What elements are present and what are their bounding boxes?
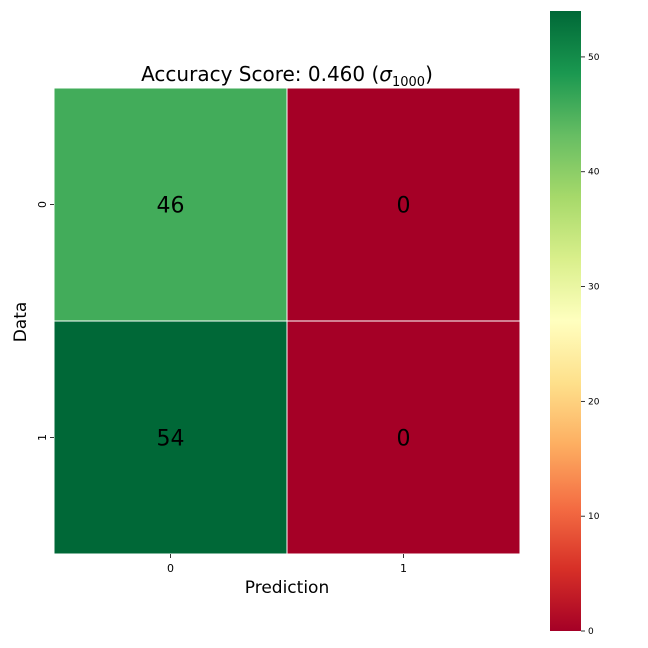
heatmap-cell-r0-c0 — [53, 87, 288, 322]
cell-value-label-r1-c0: 54 — [157, 427, 185, 452]
y-tick-label-1: 1 — [36, 434, 49, 441]
colorbar-tick-label-10: 10 — [588, 512, 600, 522]
colorbar-tick-label-20: 20 — [588, 397, 600, 407]
y-axis-ticks: 01 — [36, 201, 54, 441]
cell-value-label-r1-c1: 0 — [397, 427, 411, 452]
heatmap-cell-labels: 46 0 54 0 — [157, 194, 411, 452]
y-axis-label: Data — [11, 302, 31, 343]
title-sigma: σ — [379, 62, 393, 86]
colorbar — [550, 11, 581, 631]
chart-title: Accuracy Score: 0.460 (σ1000) — [141, 62, 433, 90]
title-subscript: 1000 — [392, 75, 425, 90]
colorbar-tick-label-30: 30 — [588, 283, 600, 293]
x-tick-label-0: 0 — [167, 562, 174, 575]
colorbar-tick-label-50: 50 — [588, 53, 600, 63]
colorbar-tick-label-0: 0 — [588, 627, 594, 637]
y-tick-label-0: 0 — [36, 201, 49, 208]
heatmap-cell-r1-c1 — [286, 320, 521, 555]
colorbar-tick-label-40: 40 — [588, 168, 600, 178]
heatmap-cells — [53, 87, 521, 555]
heatmap-cell-r0-c1 — [286, 87, 521, 322]
cell-value-label-r0-c0: 46 — [157, 194, 185, 219]
x-axis-label: Prediction — [245, 578, 329, 598]
title-close: ) — [425, 62, 433, 86]
x-tick-label-1: 1 — [400, 562, 407, 575]
heatmap-cell-r1-c0 — [53, 320, 288, 555]
cell-value-label-r0-c1: 0 — [397, 194, 411, 219]
colorbar-ticks: 0 10 20 30 40 50 — [581, 53, 600, 637]
